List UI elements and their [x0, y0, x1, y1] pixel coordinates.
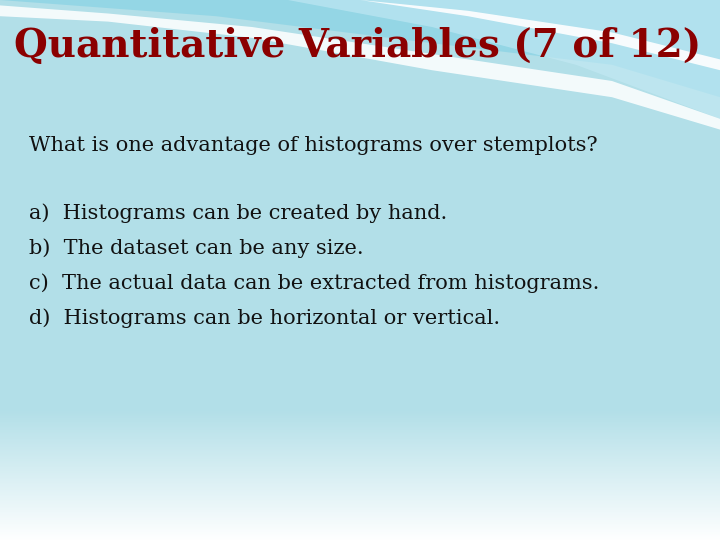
Text: Quantitative Variables (7 of 12): Quantitative Variables (7 of 12): [14, 27, 702, 65]
Text: d)  Histograms can be horizontal or vertical.: d) Histograms can be horizontal or verti…: [29, 309, 500, 328]
Text: b)  The dataset can be any size.: b) The dataset can be any size.: [29, 239, 364, 258]
Text: c)  The actual data can be extracted from histograms.: c) The actual data can be extracted from…: [29, 274, 599, 293]
Polygon shape: [288, 0, 720, 119]
Polygon shape: [0, 5, 720, 130]
Text: What is one advantage of histograms over stemplots?: What is one advantage of histograms over…: [29, 136, 598, 156]
Text: a)  Histograms can be created by hand.: a) Histograms can be created by hand.: [29, 204, 447, 223]
Polygon shape: [360, 0, 720, 70]
Polygon shape: [0, 0, 720, 97]
